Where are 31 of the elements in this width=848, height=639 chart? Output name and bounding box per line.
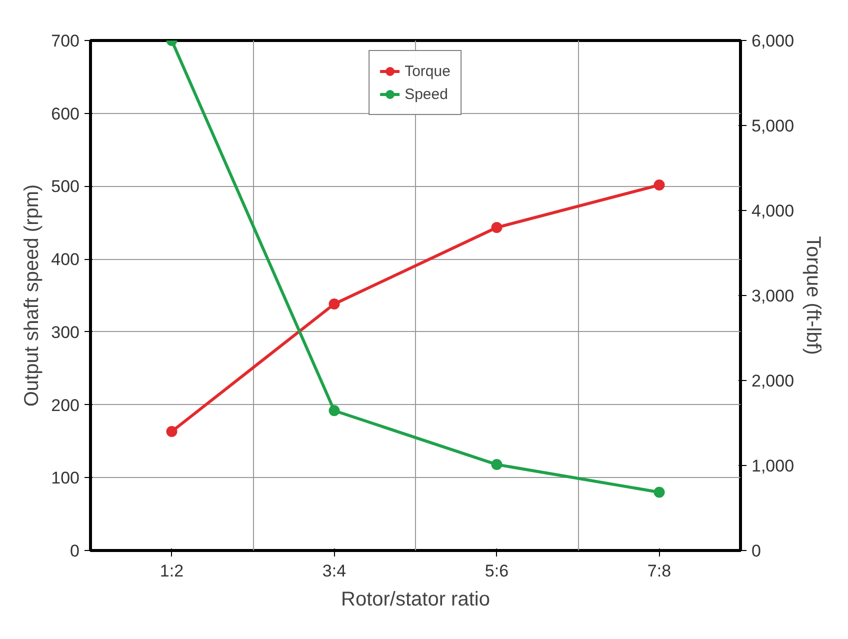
y-tick-label: 200 <box>51 396 80 415</box>
y2-tick-label: 1,000 <box>752 456 794 476</box>
x-tick-label: 5:6 <box>484 562 509 580</box>
y2-tick-label: 4,000 <box>752 202 794 220</box>
y-tick-label: 600 <box>51 104 80 124</box>
point <box>328 298 340 310</box>
point <box>654 486 665 498</box>
x-tick-label: 7:8 <box>647 562 672 580</box>
legend-label: Torque <box>404 62 450 80</box>
point <box>166 426 178 437</box>
y-tick-label: 300 <box>51 322 80 342</box>
x-tick-label: 3:4 <box>322 562 346 580</box>
y2-tick-label: 0 <box>752 542 761 560</box>
point <box>328 405 340 416</box>
y2-tick-label: 3,000 <box>752 286 794 306</box>
y2-tick-label: 5,000 <box>752 116 794 136</box>
x-tick-label: 1:2 <box>160 562 184 580</box>
x-axis-title: Rotor/stator ratio <box>341 588 490 610</box>
y2-tick-label: 6,000 <box>752 32 794 50</box>
y-tick-label: 400 <box>51 250 80 270</box>
y-tick-label: 100 <box>51 468 80 488</box>
y2-axis-title: Torque (ft-lbf) <box>802 236 824 355</box>
y2-tick-label: 2,000 <box>752 372 794 390</box>
y-tick-label: 500 <box>51 177 80 196</box>
y-axis-title: Output shaft speed (rpm) <box>21 184 44 407</box>
y-tick-label: 700 <box>51 32 80 50</box>
point <box>491 222 502 233</box>
y-tick-label: 0 <box>70 542 80 560</box>
legend-label: Speed <box>404 86 448 102</box>
point <box>491 459 502 470</box>
point <box>654 180 665 190</box>
